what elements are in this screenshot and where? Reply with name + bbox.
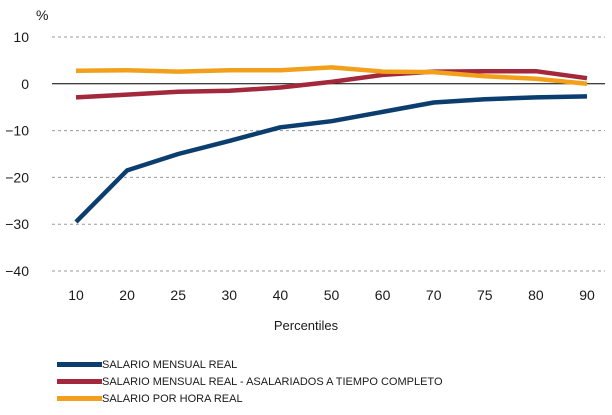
x-tick-label: 30 bbox=[222, 287, 238, 303]
y-axis-unit-label: % bbox=[36, 7, 48, 23]
x-tick-label: 50 bbox=[324, 287, 340, 303]
legend-swatch bbox=[57, 396, 102, 401]
y-tick-label: −10 bbox=[5, 123, 29, 139]
y-tick-label: 10 bbox=[13, 29, 29, 45]
gridlines bbox=[52, 36, 605, 272]
series-lines bbox=[74, 65, 588, 224]
x-tick-label: 40 bbox=[273, 287, 289, 303]
series-line-2 bbox=[75, 68, 588, 100]
x-tick-label: 10 bbox=[68, 287, 84, 303]
legend: SALARIO MENSUAL REAL SALARIO MENSUAL REAL… bbox=[57, 359, 443, 405]
y-tick-label: −30 bbox=[5, 216, 29, 232]
x-tick-label: 60 bbox=[375, 287, 391, 303]
x-axis-ticks: 10 20 25 30 40 50 60 70 75 80 90 bbox=[68, 287, 595, 303]
legend-label: SALARIO MENSUAL REAL bbox=[102, 359, 237, 371]
x-tick-label: 75 bbox=[477, 287, 493, 303]
y-tick-label: 0 bbox=[21, 76, 29, 92]
legend-swatch bbox=[57, 379, 102, 384]
y-tick-label: −40 bbox=[5, 263, 29, 279]
x-axis-title: Percentiles bbox=[274, 318, 339, 333]
legend-label: SALARIO POR HORA REAL bbox=[102, 393, 243, 405]
legend-label: SALARIO MENSUAL REAL - ASALARIADOS A TIE… bbox=[102, 376, 443, 388]
legend-swatch bbox=[57, 362, 102, 367]
x-tick-label: 70 bbox=[426, 287, 442, 303]
y-tick-label: −20 bbox=[5, 169, 29, 185]
x-tick-label: 80 bbox=[528, 287, 544, 303]
y-axis-ticks: 10 0 −10 −20 −30 −40 bbox=[5, 29, 29, 279]
x-tick-label: 20 bbox=[119, 287, 135, 303]
x-tick-label: 90 bbox=[579, 287, 595, 303]
x-tick-label: 25 bbox=[170, 287, 186, 303]
series-line-1 bbox=[74, 94, 588, 224]
series-line-3 bbox=[75, 65, 588, 87]
